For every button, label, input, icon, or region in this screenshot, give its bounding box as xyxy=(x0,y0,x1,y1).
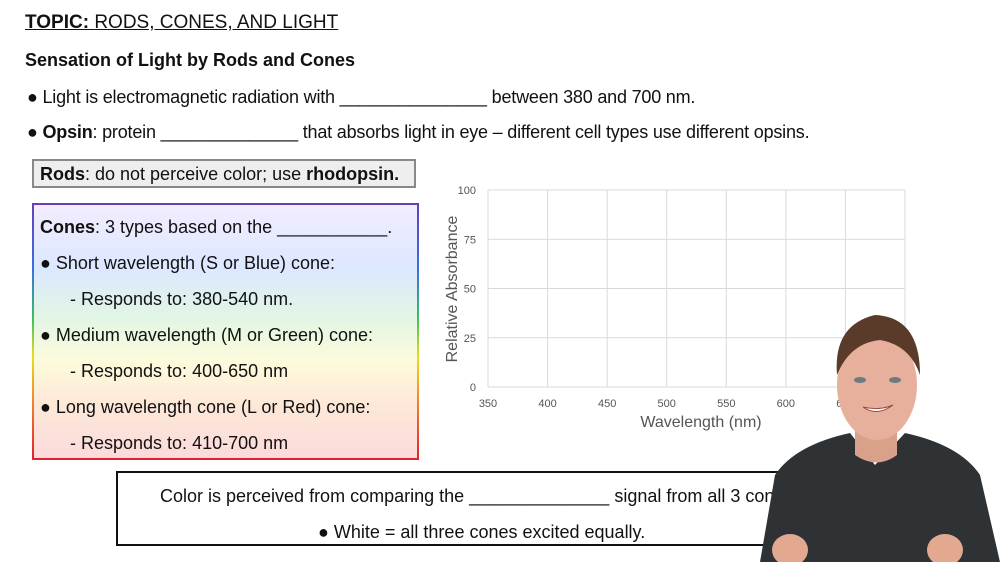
cones-heading: Cones: 3 types based on the ___________. xyxy=(40,217,392,238)
term: Cones xyxy=(40,217,96,237)
blank: ___________. xyxy=(277,217,393,237)
blank: ______________ xyxy=(160,122,299,142)
presenter-hair xyxy=(836,315,920,375)
blank: _______________ xyxy=(339,87,487,107)
cone-range-s: - Responds to: 380-540 nm. xyxy=(70,289,294,309)
bullet-icon: ● xyxy=(40,253,51,273)
cones-box: Cones: 3 types based on the ___________.… xyxy=(32,203,419,460)
y-tick-label: 75 xyxy=(464,234,476,246)
bullet-icon: ● xyxy=(318,522,329,542)
summary-line-1: Color is perceived from comparing the __… xyxy=(160,486,774,507)
summary-text: Color is perceived from comparing the xyxy=(160,486,465,506)
blank: ______________ xyxy=(469,486,610,506)
absorbance-chart: 3504004505005506006507000255075100 Wavel… xyxy=(444,185,914,431)
bullet-text: between 380 and 700 nm. xyxy=(491,87,696,107)
bullet-opsin: ● Opsin: protein ______________ that abs… xyxy=(27,122,810,143)
x-axis-label: Wavelength (nm) xyxy=(640,414,761,431)
y-axis-label: Relative Absorbance xyxy=(444,216,461,363)
summary-line-2: ● White = all three cones excited equall… xyxy=(318,522,645,543)
term: Opsin xyxy=(42,122,93,142)
cone-label: Medium wavelength (M or Green) cone: xyxy=(55,325,374,345)
topic-heading: TOPIC: RODS, CONES, AND LIGHT xyxy=(25,12,338,34)
cone-item-m: ● Medium wavelength (M or Green) cone: xyxy=(40,325,373,346)
y-tick-label: 100 xyxy=(458,185,476,197)
cone-item-l: ● Long wavelength cone (L or Red) cone: xyxy=(40,397,370,418)
cone-range-l: - Responds to: 410-700 nm xyxy=(70,433,289,453)
bullet-icon: ● xyxy=(40,397,51,417)
presenter-sweater xyxy=(760,433,1000,562)
summary-box: Color is perceived from comparing the __… xyxy=(116,471,816,546)
cone-item-s: ● Short wavelength (S or Blue) cone: xyxy=(40,253,335,274)
presenter-eye xyxy=(854,377,866,383)
rods-box: Rods: do not perceive color; use rhodops… xyxy=(32,159,416,188)
y-tick-label: 50 xyxy=(464,284,476,296)
topic-label: TOPIC: xyxy=(25,12,90,33)
summary-text: White = all three cones excited equally. xyxy=(333,522,646,542)
topic-text: RODS, CONES, AND LIGHT xyxy=(94,12,339,33)
y-tick-label: 25 xyxy=(464,333,476,345)
x-tick-label: 400 xyxy=(538,398,556,410)
bullet-icon: ● xyxy=(27,122,38,142)
bullet-icon: ● xyxy=(27,87,38,107)
presenter-eye xyxy=(889,377,901,383)
x-tick-label: 600 xyxy=(777,398,795,410)
bullet-text: Light is electromagnetic radiation with xyxy=(42,87,336,107)
cone-label: Short wavelength (S or Blue) cone: xyxy=(55,253,336,273)
x-tick-label: 500 xyxy=(658,398,676,410)
bullet-text: that absorbs light in eye – different ce… xyxy=(302,122,810,142)
cone-label: Long wavelength cone (L or Red) cone: xyxy=(55,397,371,417)
presenter-face xyxy=(837,330,917,440)
bullet-light: ● Light is electromagnetic radiation wit… xyxy=(27,87,695,108)
summary-text: signal from all 3 con xyxy=(614,486,775,506)
cones-text: : 3 types based on the xyxy=(95,217,273,237)
presenter-hand xyxy=(772,534,808,562)
presenter-hand xyxy=(927,534,963,562)
term: rhodopsin. xyxy=(306,164,400,184)
term: Rods xyxy=(40,164,85,184)
cone-range-m: - Responds to: 400-650 nm xyxy=(70,361,289,381)
x-tick-label: 450 xyxy=(598,398,616,410)
bullet-icon: ● xyxy=(40,325,51,345)
presenter-video xyxy=(760,315,1000,562)
rods-text: : do not perceive color; use xyxy=(85,164,302,184)
x-tick-label: 550 xyxy=(717,398,735,410)
presenter-mouth xyxy=(862,404,894,412)
section-title: Sensation of Light by Rods and Cones xyxy=(25,50,356,70)
x-tick-label: 350 xyxy=(479,398,497,410)
y-tick-label: 0 xyxy=(470,382,476,394)
bullet-text: : protein xyxy=(92,122,156,142)
